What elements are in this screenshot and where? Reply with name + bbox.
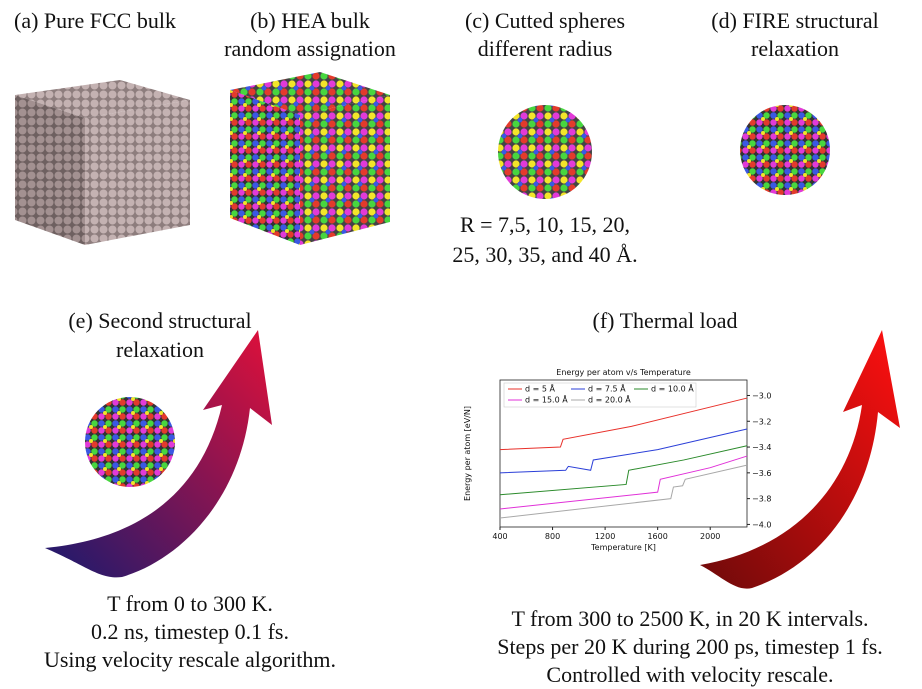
note: T from 0 to 300 K. [107,591,273,616]
legend-label: d = 20.0 Å [588,394,631,405]
y-tick-label: −4.0 [752,520,771,529]
panel-title: (e) Second structural [68,308,251,333]
panel-title: (a) Pure FCC bulk [14,8,176,33]
y-tick-label: −3.6 [752,469,771,478]
note: Using velocity rescale algorithm. [44,647,336,672]
y-tick-label: −3.0 [752,391,771,400]
series-line [499,445,748,496]
legend-label: d = 5 Å [525,383,556,394]
note: 0.2 ns, timestep 0.1 fs. [91,619,289,644]
panel-title: (f) Thermal load [593,308,738,333]
arrow-left [45,330,272,578]
note: Steps per 20 K during 200 ps, timestep 1… [497,634,883,659]
x-axis-label: Temperature [K] [590,543,656,552]
series-line [499,428,748,474]
panel-title: random assignation [224,36,396,61]
thermal-chart: Energy per atom v/s Temperature Temperatu… [463,368,771,552]
y-tick-label: −3.4 [752,443,771,452]
panel-title: relaxation [751,36,839,61]
sphere-cut [498,105,592,199]
series-line [499,397,748,451]
arrow-right [700,330,900,589]
chart-title: Energy per atom v/s Temperature [556,368,691,377]
series-line [499,464,748,519]
sphere-relaxed [85,397,175,487]
series-line [499,455,748,510]
legend-label: d = 15.0 Å [525,394,568,405]
panel-title: (b) HEA bulk [250,8,370,33]
legend-label: d = 10.0 Å [651,383,694,394]
cube-hea [230,72,390,245]
panel-title: different radius [478,36,613,61]
x-tick-label: 1200 [595,532,615,541]
y-tick-label: −3.8 [752,495,771,504]
cube-fcc [15,80,190,245]
x-tick-label: 2000 [700,532,720,541]
x-tick-label: 1600 [647,532,667,541]
y-tick-label: −3.2 [752,417,771,426]
note: Controlled with velocity rescale. [546,662,833,687]
panel-title: relaxation [116,337,204,362]
x-tick-label: 400 [492,532,507,541]
panel-title: (c) Cutted spheres [465,8,625,33]
legend-label: d = 7.5 Å [588,383,626,394]
note: 25, 30, 35, and 40 Å. [452,242,637,267]
y-axis-label: Energy per atom [eV/N] [463,406,472,501]
sphere-fire [740,105,830,195]
note: R = 7,5, 10, 15, 20, [460,212,630,237]
x-tick-label: 800 [545,532,560,541]
note: T from 300 to 2500 K, in 20 K intervals. [511,606,868,631]
legend-box [503,382,697,408]
panel-title: (d) FIRE structural [711,8,878,33]
